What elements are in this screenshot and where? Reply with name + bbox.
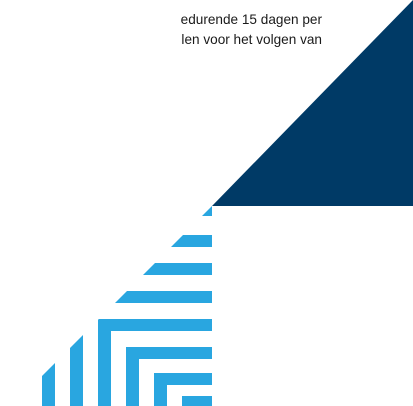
body-text: edurende 15 dagen per len voor het volge… [0,10,322,50]
text-line-2: len voor het volgen van [181,32,322,47]
stripe [12,206,212,216]
text-line-1: edurende 15 dagen per [180,12,322,27]
stripe [98,319,212,331]
stripe [126,347,139,406]
stripe [12,263,212,275]
stripe [126,347,212,359]
stripe [154,373,212,385]
navy-triangle [212,0,413,206]
stripe [12,235,212,247]
stripe [182,396,212,406]
stripe [42,350,55,406]
striped-triangle [12,206,212,406]
stripe [98,319,111,406]
stripe [70,320,83,406]
stripe [12,291,212,303]
